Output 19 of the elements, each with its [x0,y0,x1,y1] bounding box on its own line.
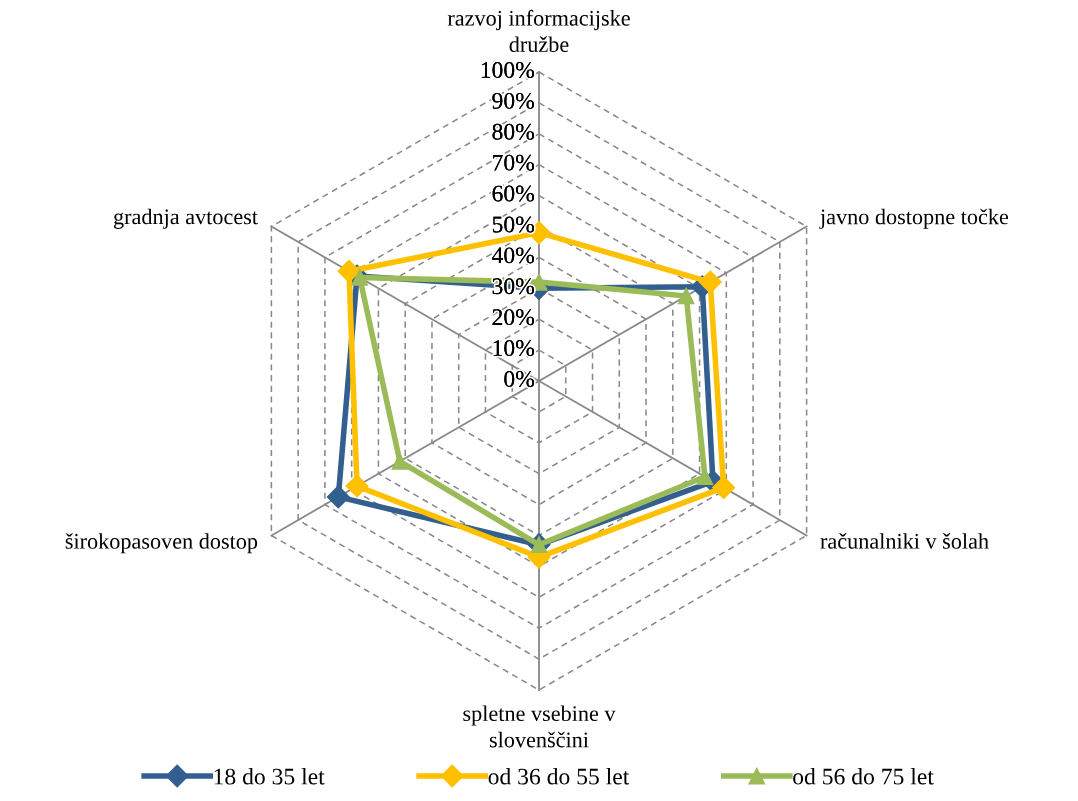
y-tick-label: 10% [493,340,535,357]
y-tick-label: 100% [481,61,535,78]
legend-label: 18 do 35 let [214,767,325,785]
y-tick-label: 20% [492,309,535,326]
y-tick-label: 50% [492,216,535,233]
y-tick-label: 70% [493,154,535,171]
y-tick-label: 60% [492,185,535,202]
spoke-label: razvoj informacijske družbe [447,9,630,53]
spoke-label: širokopasoven dostop [65,533,258,554]
y-tick-label: 90% [492,92,535,109]
spoke-label: javno dostopne točke [819,208,1009,229]
legend-label: od 36 do 55 let [488,767,630,785]
spoke-label: gradnja avtocest [113,208,258,229]
spoke-label: spletne vsebine v slovenščini [463,705,616,748]
spoke-label: računalniki v šolah [820,533,989,549]
y-tick-label: 40% [492,247,535,264]
y-tick-label: 0% [504,370,535,387]
legend-label: od 56 do 75 let [793,767,934,785]
y-tick-label: 80% [492,123,535,140]
